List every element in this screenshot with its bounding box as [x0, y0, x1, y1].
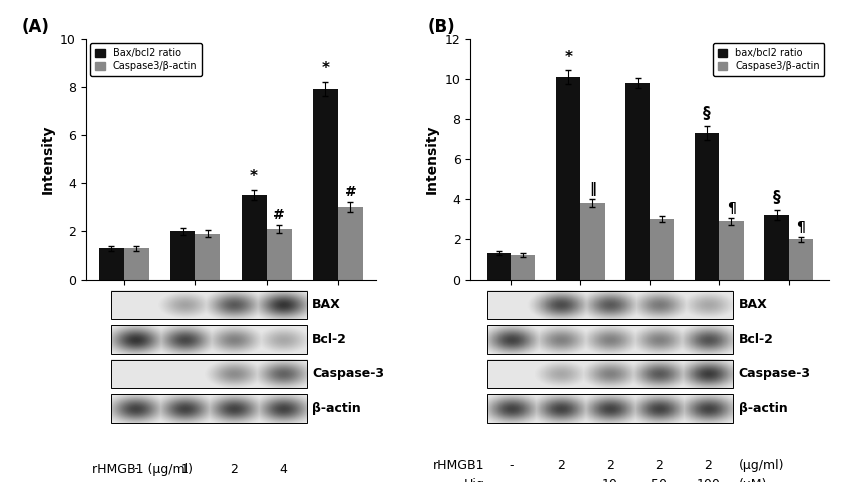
Text: 50: 50	[652, 479, 667, 482]
Bar	[719, 221, 744, 280]
Text: β-actin: β-actin	[739, 402, 787, 415]
Text: -: -	[558, 479, 563, 482]
Bar	[788, 240, 813, 280]
Bar	[650, 219, 674, 280]
Text: Caspase-3: Caspase-3	[312, 367, 384, 380]
Bar	[98, 248, 124, 280]
Bar	[313, 89, 338, 280]
Bar	[242, 195, 267, 280]
Text: Hig: Hig	[463, 479, 484, 482]
Text: 2: 2	[606, 459, 614, 472]
Text: #: #	[274, 208, 285, 222]
Text: BAX: BAX	[312, 298, 341, 311]
Bar	[195, 234, 220, 280]
Text: ¶: ¶	[797, 220, 805, 234]
Y-axis label: Intensity: Intensity	[425, 124, 439, 194]
Text: §: §	[703, 106, 711, 121]
Text: *: *	[250, 169, 258, 185]
Bar	[695, 133, 719, 280]
Bar	[267, 229, 292, 280]
Text: -: -	[510, 459, 514, 472]
Bar	[338, 207, 363, 280]
Text: Bcl-2: Bcl-2	[312, 333, 347, 346]
Bar	[626, 83, 650, 280]
Text: 10: 10	[602, 479, 618, 482]
Text: 2: 2	[230, 463, 238, 476]
Text: (A): (A)	[21, 18, 50, 36]
Text: *: *	[564, 50, 572, 65]
Text: rHMGB1 (μg/ml): rHMGB1 (μg/ml)	[92, 463, 193, 476]
Text: 2: 2	[705, 459, 712, 472]
Legend: bax/bcl2 ratio, Caspase3/β-actin: bax/bcl2 ratio, Caspase3/β-actin	[712, 43, 824, 76]
Bar	[170, 231, 195, 280]
Text: ‖: ‖	[589, 182, 596, 196]
Text: (μg/ml): (μg/ml)	[739, 459, 784, 472]
Text: ¶: ¶	[727, 201, 736, 214]
Text: 100: 100	[696, 479, 720, 482]
Text: 1: 1	[180, 463, 189, 476]
Text: Caspase-3: Caspase-3	[739, 367, 811, 380]
Text: 4: 4	[279, 463, 287, 476]
Bar	[124, 248, 149, 280]
Legend: Bax/bcl2 ratio, Caspase3/β-actin: Bax/bcl2 ratio, Caspase3/β-actin	[91, 43, 203, 76]
Text: (B): (B)	[428, 18, 455, 36]
Bar	[486, 254, 511, 280]
Bar	[581, 203, 604, 280]
Text: §: §	[773, 190, 781, 205]
Text: BAX: BAX	[739, 298, 768, 311]
Text: -: -	[510, 479, 514, 482]
Bar	[764, 215, 788, 280]
Text: -: -	[133, 463, 138, 476]
Text: *: *	[321, 61, 329, 76]
Y-axis label: Intensity: Intensity	[40, 124, 55, 194]
Bar	[511, 255, 535, 280]
Text: Bcl-2: Bcl-2	[739, 333, 774, 346]
Bar	[556, 77, 581, 280]
Text: #: #	[345, 185, 357, 199]
Text: rHMGB1: rHMGB1	[433, 459, 484, 472]
Text: (μM): (μM)	[739, 479, 767, 482]
Text: β-actin: β-actin	[312, 402, 361, 415]
Text: 2: 2	[557, 459, 565, 472]
Text: 2: 2	[655, 459, 663, 472]
